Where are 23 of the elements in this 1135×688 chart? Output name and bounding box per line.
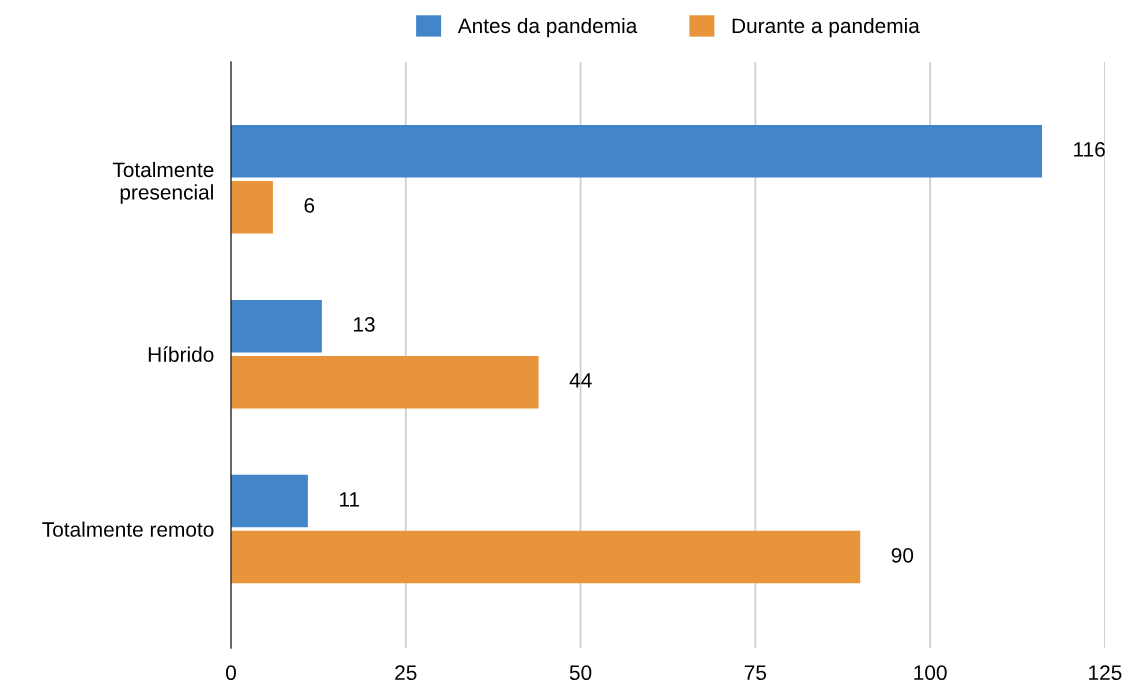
y-tick-label: Totalmente presencial <box>112 161 214 204</box>
bar <box>230 355 539 409</box>
x-tick-label: 0 <box>225 665 236 681</box>
data-label: 13 <box>354 316 375 332</box>
bar <box>230 180 273 234</box>
legend-label: Antes da pandemia <box>457 17 638 38</box>
x-tick-label: 50 <box>569 665 592 681</box>
legend-label: Durante a pandemia <box>732 17 920 38</box>
data-label: 6 <box>304 197 315 213</box>
y-tick-label: Totalmente remoto <box>42 521 214 537</box>
x-tick-label: 125 <box>1089 665 1122 681</box>
bar <box>230 530 861 584</box>
data-label: 116 <box>1074 142 1105 157</box>
y-tick-label: Híbrido <box>148 346 214 362</box>
x-tick-label: 25 <box>395 665 417 681</box>
data-label: 44 <box>569 373 592 388</box>
data-label: 90 <box>891 547 914 563</box>
bar <box>230 474 308 528</box>
data-label: 11 <box>340 492 360 507</box>
bar <box>230 124 1042 178</box>
x-tick-label: 100 <box>914 665 947 681</box>
bar <box>230 299 322 353</box>
x-tick-label: 75 <box>744 665 767 681</box>
